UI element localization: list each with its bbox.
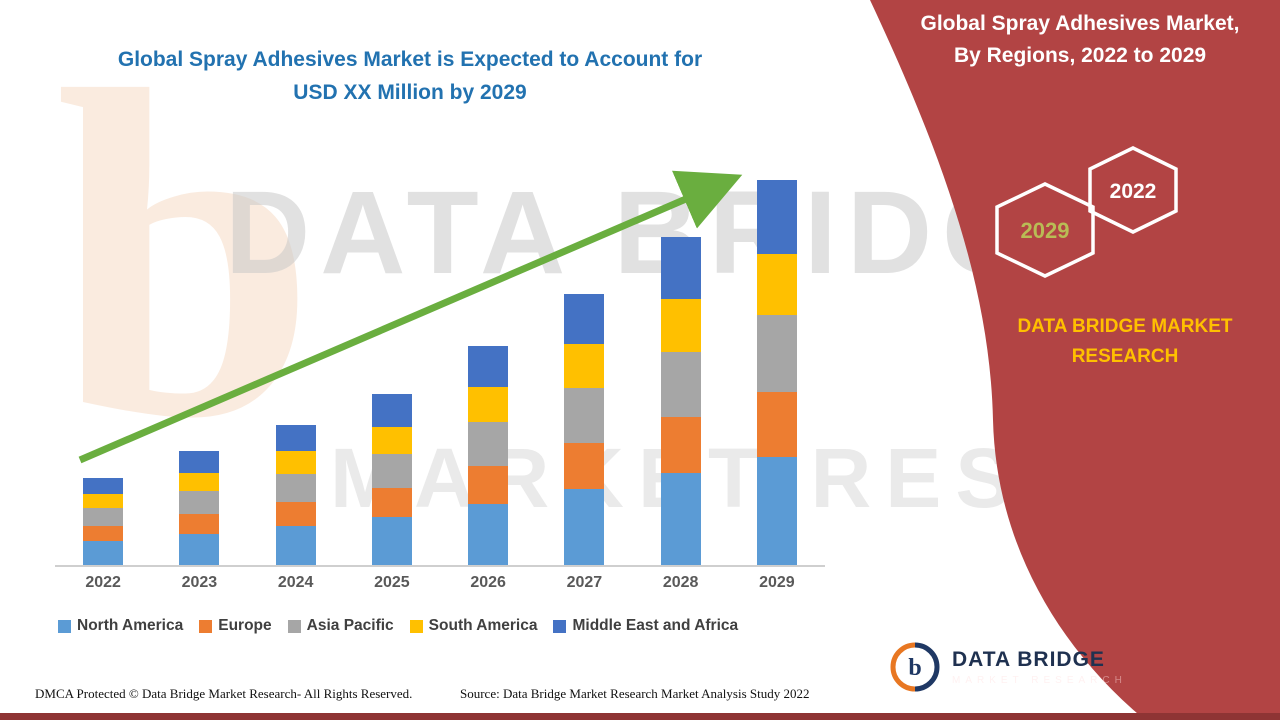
bar-segment: [371, 488, 412, 517]
legend-label: Europe: [218, 617, 272, 634]
legend-swatch: [58, 619, 71, 633]
legend-item: North America: [58, 617, 183, 635]
x-axis-label: 2029: [759, 574, 795, 591]
brand-text-line2: RESEARCH: [1071, 346, 1179, 368]
legend-swatch: [287, 619, 301, 633]
x-axis-label: 2023: [181, 574, 218, 591]
company-logo: b DATA BRIDGE MARKET RESEARCH: [888, 640, 1127, 694]
bar-segment: [756, 457, 797, 565]
legend-swatch: [409, 619, 423, 633]
legend-item: Middle East and Africa: [553, 617, 738, 635]
bar-segment: [83, 525, 124, 541]
legend-swatch: [199, 619, 213, 633]
stacked-bar-2022: [83, 477, 124, 565]
bar-segment: [83, 508, 124, 526]
svg-text:b: b: [908, 655, 921, 681]
x-axis-label: 2024: [277, 574, 314, 591]
company-logo-icon: b: [890, 642, 940, 692]
stacked-bar-2029: [756, 180, 797, 565]
panel-title-line1: Global Spray Adhesives Market,: [920, 12, 1240, 35]
x-axis-label: 2025: [374, 574, 410, 591]
page-title: Global Spray Adhesives Market is Expecte…: [60, 44, 760, 109]
x-axis-label: 2022: [85, 574, 121, 591]
brand-text-line1: DATA BRIDGE MARKET: [1017, 316, 1233, 337]
company-logo-subtitle: MARKET RESEARCH: [952, 675, 1127, 686]
bar-segment: [179, 473, 220, 492]
brand-text: DATA BRIDGE MARKET RESEARCH: [985, 312, 1265, 373]
stacked-bar-2024: [275, 425, 316, 565]
hexagon-badge-2029: [995, 182, 1095, 278]
bar-segment: [756, 391, 797, 458]
bar-segment: [83, 494, 124, 509]
x-axis-label: 2028: [662, 574, 699, 591]
legend-label: Asia Pacific: [306, 617, 394, 634]
x-axis: 2022 2023 2024 2025 2026 2027 2028 2029: [55, 574, 825, 592]
x-axis-label: 2026: [470, 574, 506, 591]
legend-item: South America: [409, 617, 538, 635]
legend-swatch: [553, 619, 567, 633]
page-title-line2: USD XX Million by 2029: [293, 80, 527, 104]
panel-title-line2: By Regions, 2022 to 2029: [953, 43, 1207, 67]
bar-segment: [468, 503, 509, 565]
legend-label: Middle East and Africa: [572, 617, 739, 634]
hexagon-badge-2022: [1088, 146, 1178, 234]
panel-title: Global Spray Adhesives Market, By Region…: [900, 8, 1260, 71]
bar-segment: [660, 473, 701, 565]
legend-label: South America: [428, 617, 538, 634]
bar-segment: [756, 253, 797, 315]
bar-segment: [275, 525, 316, 565]
x-axis-label: 2027: [566, 574, 603, 591]
bar-segment: [179, 514, 220, 534]
source-note: Source: Data Bridge Market Research Mark…: [460, 686, 810, 701]
year-badges: 2029 2022: [995, 146, 1178, 278]
badge-2022-label: 2022: [1110, 180, 1157, 203]
badge-2029-label: 2029: [1021, 218, 1070, 243]
bar-segment: [564, 488, 605, 565]
chart-legend: North America Europe Asia Pacific South Ame…: [58, 617, 848, 635]
legend-item: Asia Pacific: [287, 617, 394, 635]
page-title-line1: Global Spray Adhesives Market is Expecte…: [117, 48, 703, 71]
bar-segment: [756, 314, 797, 392]
bar-segment: [179, 533, 220, 565]
bottom-accent-strip: [0, 713, 1280, 720]
bar-segment: [83, 477, 124, 495]
bar-segment: [468, 466, 509, 504]
bar-segment: [275, 502, 316, 526]
bar-segment: [756, 180, 797, 254]
bar-segment: [83, 540, 124, 565]
bar-segment: [371, 516, 412, 565]
bar-segment: [275, 474, 316, 503]
dmca-notice: DMCA Protected © Data Bridge Market Rese…: [35, 686, 413, 701]
legend-label: North America: [77, 617, 184, 634]
bar-segment: [179, 491, 220, 515]
company-logo-name: DATA BRIDGE: [952, 648, 1105, 671]
legend-item: Europe: [199, 617, 272, 635]
